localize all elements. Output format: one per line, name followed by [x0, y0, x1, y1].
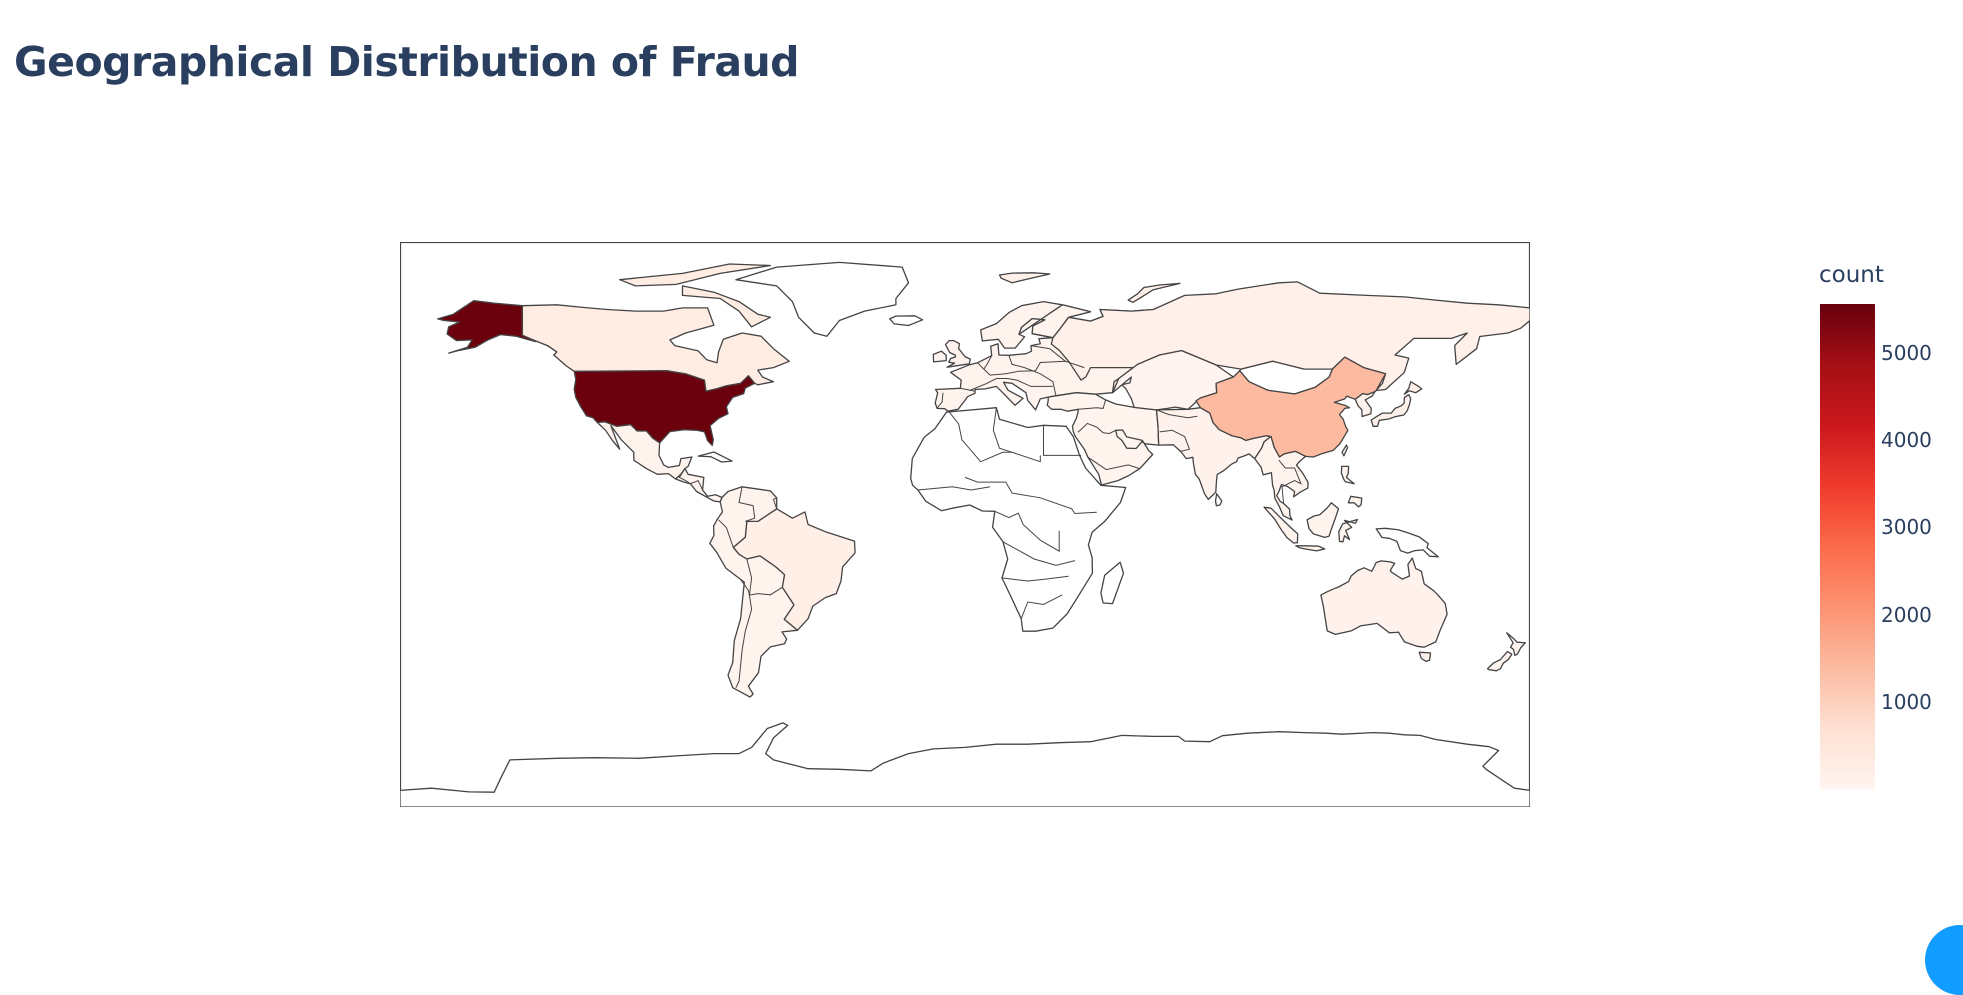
country-africa[interactable]: [910, 407, 1127, 632]
colorbar-tick-label: 5000: [1881, 340, 1932, 365]
country-cuba[interactable]: [697, 451, 733, 463]
country-south-america-rest[interactable]: [709, 486, 799, 698]
country-sri-lanka[interactable]: [1214, 493, 1223, 507]
colorbar: [1820, 304, 1875, 789]
country-taiwan[interactable]: [1341, 444, 1349, 457]
country-indonesia[interactable]: [1263, 502, 1359, 552]
country-australia[interactable]: [1320, 557, 1448, 648]
colorbar-tick-label: 1000: [1881, 689, 1932, 714]
country-southeast-asia[interactable]: [1254, 435, 1309, 521]
country-korea[interactable]: [1354, 391, 1376, 418]
country-russia[interactable]: [1050, 281, 1530, 394]
country-mexico[interactable]: [596, 421, 693, 480]
world-choropleth-map[interactable]: [400, 242, 1530, 807]
country-novaya-zemlya[interactable]: [1127, 282, 1181, 303]
country-borders: [678, 345, 1302, 688]
country-mongolia[interactable]: [1239, 360, 1333, 395]
colorbar-tick-label: 2000: [1881, 602, 1932, 627]
colorbar-tick-label: 4000: [1881, 428, 1932, 453]
country-central-america[interactable]: [674, 467, 723, 503]
country-iceland[interactable]: [889, 315, 924, 327]
country-philippines[interactable]: [1340, 465, 1363, 508]
page-title: Geographical Distribution of Fraud: [14, 38, 800, 86]
country-new-guinea[interactable]: [1375, 527, 1439, 558]
country-japan[interactable]: [1370, 381, 1423, 427]
colorbar-tick-label: 3000: [1881, 515, 1932, 540]
country-svalbard[interactable]: [998, 272, 1051, 284]
country-greenland[interactable]: [735, 261, 910, 337]
country-ireland[interactable]: [932, 350, 947, 363]
colorbar-title: count: [1819, 262, 1884, 288]
country-new-zealand[interactable]: [1486, 632, 1526, 672]
country-antarctica[interactable]: [400, 722, 1530, 807]
country-madagascar[interactable]: [1100, 561, 1125, 605]
country-uk[interactable]: [944, 339, 971, 368]
country-canada[interactable]: [521, 263, 790, 392]
country-tasmania[interactable]: [1418, 651, 1432, 663]
